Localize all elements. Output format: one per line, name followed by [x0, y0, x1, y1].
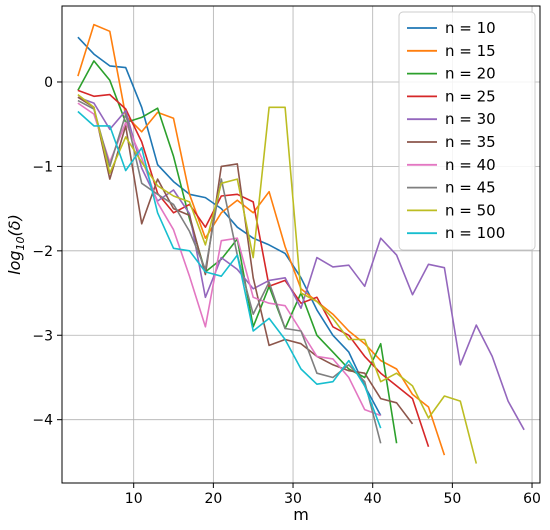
series-line-n40: [77, 102, 381, 417]
series-line-n100: [77, 110, 382, 429]
legend-label: n = 35: [445, 133, 496, 151]
legend-label: n = 20: [445, 65, 496, 83]
y-tick-label: −1: [32, 159, 53, 175]
y-tick-label: −2: [32, 244, 53, 260]
plot-frame: [61, 5, 541, 484]
legend-box: [398, 11, 536, 251]
x-tick-label: 30: [284, 491, 302, 507]
x-axis-label: m: [293, 505, 309, 524]
y-axis-label: log10(δ): [5, 214, 27, 275]
y-axis-label-subscript: 10: [14, 236, 27, 250]
x-tick-label: 50: [443, 491, 461, 507]
series-line-n25: [77, 89, 430, 447]
legend-label: n = 25: [445, 87, 496, 105]
x-tick-label: 10: [125, 491, 143, 507]
series-line-n35: [77, 96, 414, 425]
legend-label: n = 100: [445, 224, 505, 242]
legend-label: n = 15: [445, 42, 496, 60]
legend-label: n = 40: [445, 156, 496, 174]
legend-label: n = 50: [445, 201, 496, 219]
y-axis-label-base: log: [5, 250, 24, 274]
axis-ticks: 10 20 30 40 50 60 0 −1 −2 −3 −4: [32, 75, 541, 507]
series-lines: [77, 23, 525, 464]
legend-label: n = 10: [445, 19, 496, 37]
series-line-n10: [77, 36, 382, 416]
y-tick-label: 0: [44, 75, 53, 91]
y-axis-label-argument: (δ): [5, 214, 24, 236]
series-line-n45: [77, 99, 382, 444]
x-tick-label: 60: [523, 491, 541, 507]
y-tick-label: −3: [32, 328, 53, 344]
legend: n = 10 n = 15 n = 20 n = 25 n = 30 n = 35 n = …: [398, 11, 536, 251]
x-tick-label: 20: [204, 491, 222, 507]
y-tick-label: −4: [32, 413, 53, 429]
x-tick-label: 40: [364, 491, 382, 507]
legend-label: n = 45: [445, 179, 496, 197]
legend-label: n = 30: [445, 110, 496, 128]
